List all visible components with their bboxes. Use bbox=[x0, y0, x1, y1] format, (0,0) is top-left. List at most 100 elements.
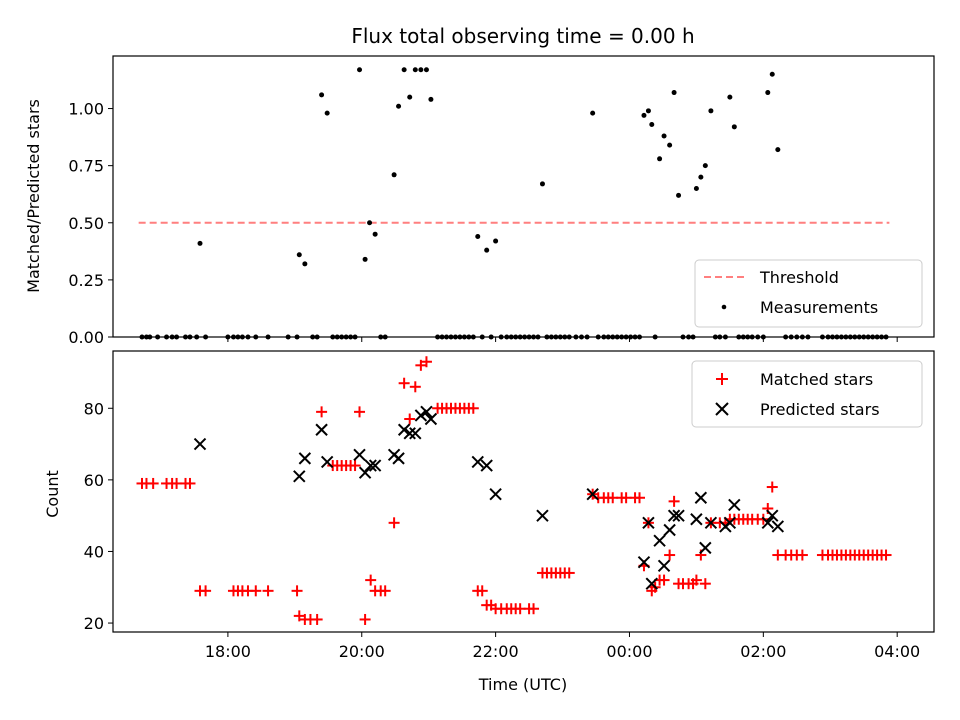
measurement-point bbox=[645, 108, 651, 114]
predicted-point bbox=[420, 405, 433, 419]
measurement-point bbox=[590, 110, 596, 116]
predicted-point-b bbox=[637, 555, 651, 569]
predicted-point bbox=[298, 452, 312, 465]
x-tick-label: 22:00 bbox=[473, 642, 519, 661]
measurement-point bbox=[702, 163, 708, 169]
predicted-point-b bbox=[536, 509, 549, 522]
predicted-point bbox=[409, 427, 422, 440]
predicted-point-b bbox=[723, 516, 737, 530]
predicted-point-b bbox=[358, 466, 372, 479]
bottom-legend: Matched stars Predicted stars bbox=[691, 360, 923, 428]
predicted-point-b bbox=[414, 409, 428, 422]
legend-matched-swatch bbox=[716, 373, 728, 385]
predicted-point-b bbox=[667, 509, 681, 522]
predicted-point-b bbox=[392, 452, 405, 465]
predicted-point bbox=[397, 423, 411, 436]
matched-point bbox=[398, 377, 410, 389]
predicted-point bbox=[403, 427, 416, 440]
predicted-point bbox=[358, 466, 372, 479]
predicted-point bbox=[480, 459, 493, 472]
predicted-point-b bbox=[766, 509, 779, 522]
predicted-point-b bbox=[704, 516, 718, 530]
matched-point bbox=[365, 574, 377, 586]
matched-point bbox=[316, 406, 328, 418]
bottom-legend-box bbox=[691, 360, 923, 428]
predicted-point bbox=[694, 491, 708, 504]
measurement-point bbox=[676, 192, 682, 198]
matched-point bbox=[634, 492, 646, 504]
predicted-point bbox=[536, 509, 549, 522]
bottom-y-axis-label: Count bbox=[43, 470, 62, 518]
predicted-point-b bbox=[761, 516, 774, 530]
matched-point bbox=[664, 549, 676, 561]
measurement-point bbox=[657, 156, 663, 162]
bottom-y-tick-label: 80 bbox=[84, 399, 104, 418]
matched-point bbox=[184, 477, 196, 489]
predicted-point bbox=[424, 412, 438, 426]
predicted-point bbox=[771, 520, 785, 533]
predicted-point-b bbox=[480, 459, 493, 472]
predicted-point-b bbox=[471, 455, 484, 469]
matched-point bbox=[349, 460, 361, 472]
measurement-point bbox=[412, 67, 418, 73]
matched-point bbox=[415, 359, 427, 371]
bottom-x-ticks: 18:00 20:00 22:00 00:00 02:00 04:00 bbox=[205, 632, 920, 661]
predicted-point-b bbox=[657, 559, 671, 572]
legend-threshold-label: Threshold bbox=[759, 268, 839, 287]
measurement-point bbox=[324, 110, 330, 116]
matched-point bbox=[409, 381, 421, 393]
predicted-point bbox=[645, 577, 658, 590]
matched-point bbox=[467, 402, 479, 414]
predicted-point bbox=[320, 455, 334, 469]
matched-point bbox=[262, 585, 274, 597]
legend-measurements-swatch bbox=[721, 304, 727, 310]
predicted-point-b bbox=[728, 498, 741, 512]
measurement-point bbox=[296, 252, 302, 258]
measurement-point bbox=[357, 67, 363, 73]
ratio-panel: Flux total observing time = 0.00 h Match… bbox=[24, 24, 935, 347]
predicted-point-b bbox=[298, 452, 312, 465]
predicted-point bbox=[489, 487, 502, 501]
predicted-point-b bbox=[653, 534, 666, 547]
top-y-tick-label: 0.75 bbox=[68, 157, 104, 176]
measurement-point bbox=[775, 147, 781, 153]
matched-point bbox=[359, 613, 371, 625]
measurement-point bbox=[484, 247, 490, 253]
measurement-point bbox=[661, 133, 667, 139]
predicted-point-b bbox=[489, 487, 502, 501]
predicted-point-b bbox=[672, 509, 685, 522]
predicted-point bbox=[368, 459, 382, 472]
measurement-point bbox=[493, 238, 499, 244]
measurement-point bbox=[649, 122, 655, 128]
matched-point bbox=[311, 613, 323, 625]
predicted-point bbox=[586, 487, 599, 501]
predicted-point bbox=[392, 452, 405, 465]
predicted-point-b bbox=[424, 412, 438, 426]
predicted-point-b bbox=[586, 487, 599, 501]
top-y-axis-label: Matched/Predicted stars bbox=[24, 99, 43, 293]
matched-point bbox=[388, 517, 400, 529]
matched-point bbox=[690, 574, 702, 586]
predicted-point bbox=[471, 455, 484, 469]
bottom-y-tick-label: 60 bbox=[84, 471, 104, 490]
measurement-point bbox=[423, 67, 429, 73]
measurement-point bbox=[693, 186, 699, 192]
measurement-point bbox=[418, 67, 424, 73]
legend-predicted-swatch-b bbox=[715, 402, 729, 416]
predicted-point-b bbox=[420, 405, 433, 419]
predicted-point bbox=[637, 555, 651, 569]
legend-predicted-swatch bbox=[715, 402, 729, 416]
predicted-point bbox=[766, 509, 779, 522]
measurement-point bbox=[769, 71, 775, 77]
measurement-point bbox=[302, 261, 308, 267]
measurement-point bbox=[475, 233, 481, 239]
top-y-tick-label: 0.25 bbox=[68, 271, 104, 290]
top-y-tick-label: 0.00 bbox=[68, 328, 104, 347]
predicted-point bbox=[315, 423, 328, 436]
count-panel: Count Time (UTC) 20 40 60 80 18:00 20:00 22:0… bbox=[43, 350, 935, 694]
predicted-point bbox=[293, 470, 306, 483]
top-y-tick-label: 1.00 bbox=[68, 100, 104, 119]
predicted-point-b bbox=[397, 423, 411, 436]
measurement-point bbox=[667, 142, 673, 148]
top-legend: Threshold Measurements bbox=[694, 259, 923, 328]
